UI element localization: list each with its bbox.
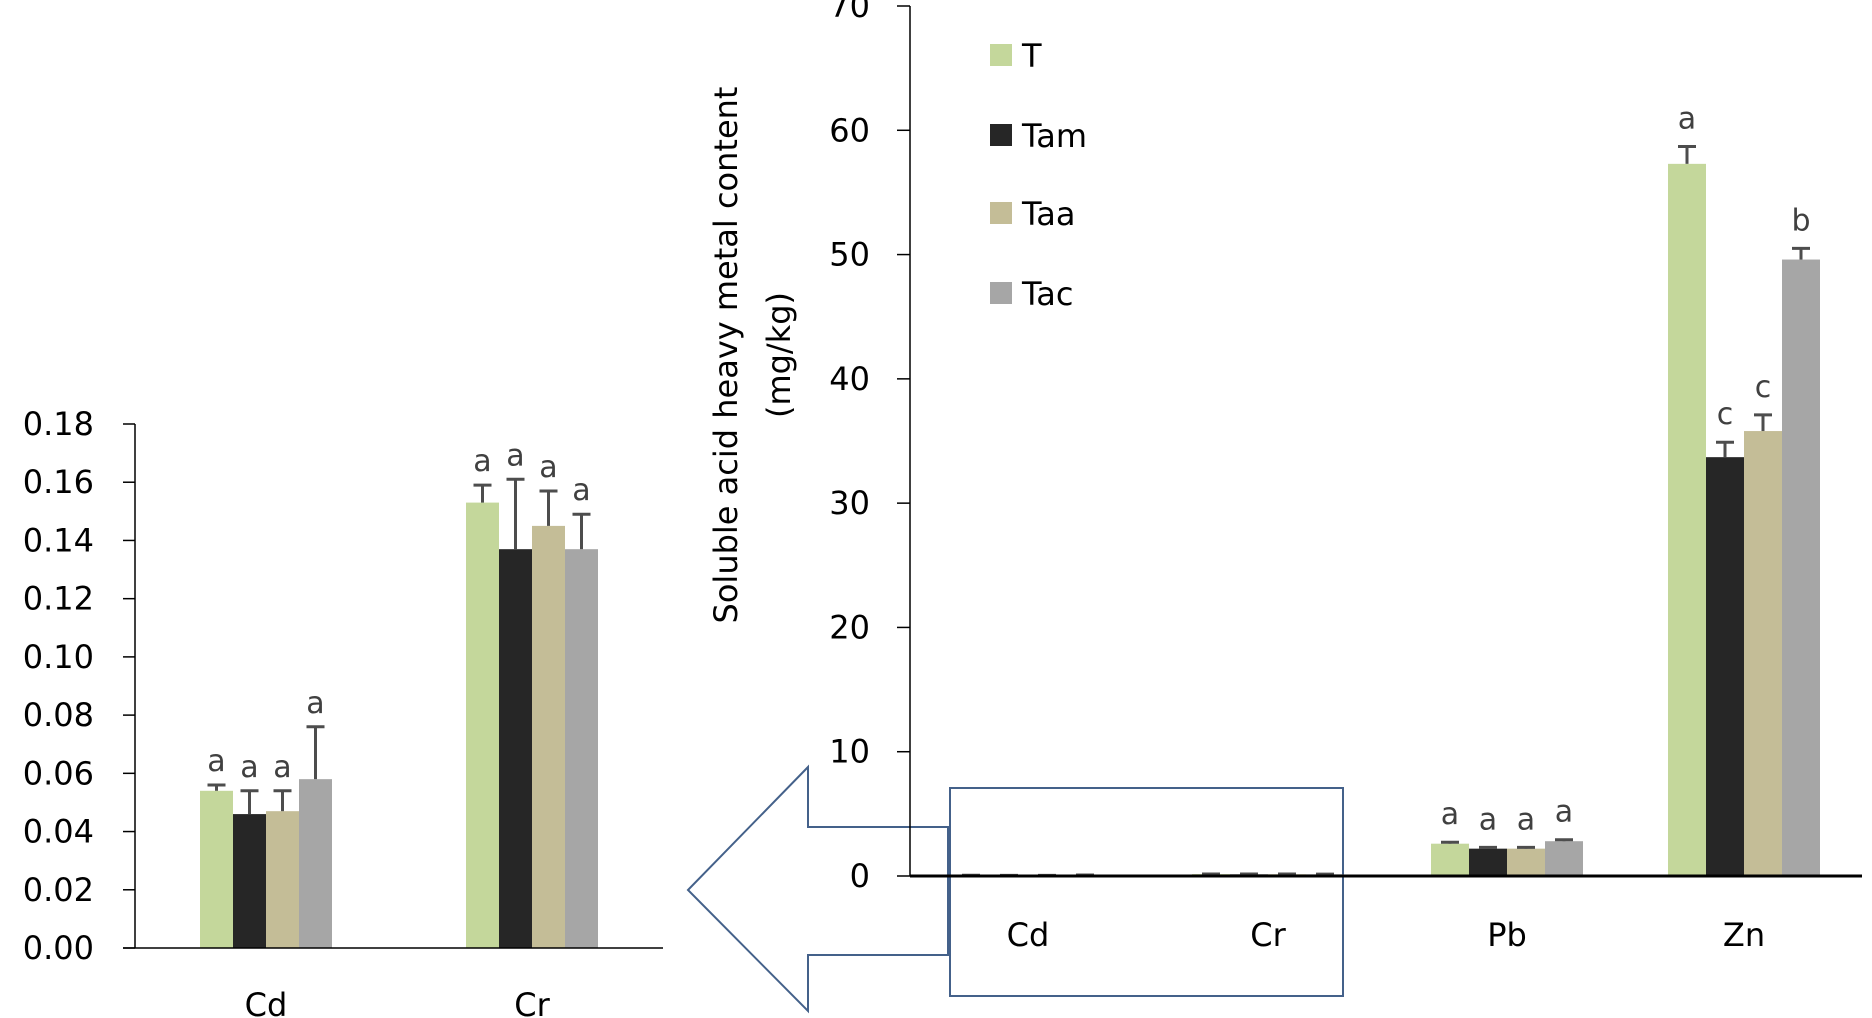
bar-t-cd [200, 790, 233, 948]
legend-swatch [990, 124, 1012, 146]
significance-label: a [572, 473, 590, 508]
bar-tac-zn [1782, 259, 1820, 876]
zoom-annotation [686, 764, 1344, 1014]
bar-taa-pb [1507, 848, 1545, 876]
legend-swatch [990, 44, 1012, 66]
significance-label: a [539, 450, 557, 485]
legend-swatch [990, 282, 1012, 304]
legend-item-t: T [990, 37, 1042, 75]
y-tick-label: 0.04 [23, 813, 94, 851]
bar-taa-cd [266, 811, 299, 948]
y-tick-label: 0.08 [23, 696, 94, 734]
zoom-arrow-icon [686, 764, 949, 1014]
y-tick-label: 50 [829, 236, 870, 274]
x-tick-label: Cd [245, 986, 288, 1018]
bar-tac-cr [565, 549, 598, 948]
significance-label: a [1555, 795, 1573, 830]
y-tick-label: 40 [829, 360, 870, 398]
legend-label: T [1021, 37, 1042, 75]
bar-tac-pb [1545, 841, 1583, 876]
significance-label: c [1755, 370, 1772, 405]
legend-item-tam: Tam [990, 117, 1087, 155]
legend-label: Tac [1021, 275, 1073, 313]
significance-label: a [1479, 802, 1497, 837]
x-tick-label: Cr [514, 986, 550, 1018]
significance-label: a [1441, 797, 1459, 832]
significance-label: c [1717, 397, 1734, 432]
zoom-box [949, 787, 1344, 997]
y-tick-label: 0.06 [23, 754, 94, 792]
significance-label: a [207, 744, 225, 779]
inset-chart: 0.00 0.02 0.04 0.06 0.08 0.10 0.12 0.14 0.16 0.18… [23, 405, 663, 1018]
significance-label: a [1678, 101, 1696, 136]
bar-tam-cd [233, 814, 266, 948]
x-tick-label: Zn [1723, 916, 1765, 954]
x-tick-label: Cd [1007, 916, 1050, 954]
significance-label: a [1517, 802, 1535, 837]
bar-tam-pb [1469, 848, 1507, 876]
y-tick-label: 0.14 [23, 521, 94, 559]
y-tick-label: 30 [829, 484, 870, 522]
bar-t-zn [1668, 163, 1706, 877]
y-axis-unit: (mg/kg) [760, 292, 798, 418]
y-tick-label: 20 [829, 608, 870, 646]
significance-label: a [273, 750, 291, 785]
significance-label: b [1791, 203, 1810, 238]
legend-label: Tam [1021, 117, 1087, 155]
x-tick-label: Cr [1250, 916, 1286, 954]
bar-t-cr [466, 502, 499, 948]
y-axis-label: Soluble acid heavy metal content [707, 87, 745, 624]
bar-taa-zn [1744, 431, 1782, 876]
bar-tac-cd [299, 779, 332, 948]
y-tick-label: 0.02 [23, 871, 94, 909]
legend-item-tac: Tac [990, 275, 1073, 313]
y-tick-label: 0.12 [23, 580, 94, 618]
significance-label: a [473, 444, 491, 479]
y-tick-label: 0 [850, 857, 870, 895]
bar-taa-cr [532, 525, 565, 948]
bar-tam-zn [1706, 457, 1744, 876]
y-tick-label: 0.10 [23, 638, 94, 676]
y-tick-label: 60 [829, 111, 870, 149]
y-tick-label: 0.00 [23, 929, 94, 967]
x-tick-label: Pb [1487, 916, 1527, 954]
bar-t-pb [1431, 843, 1469, 876]
significance-label: a [306, 686, 324, 721]
bar-tam-cr [499, 549, 532, 948]
significance-label: a [240, 750, 258, 785]
legend-swatch [990, 202, 1012, 224]
legend-label: Taa [1021, 195, 1075, 233]
y-tick-label: 0.16 [23, 463, 94, 501]
significance-label: a [506, 438, 524, 473]
y-tick-label: 0.18 [23, 405, 94, 443]
y-tick-label: 10 [829, 733, 870, 771]
y-tick-label: 70 [829, 0, 870, 25]
legend-item-taa: Taa [990, 195, 1075, 233]
